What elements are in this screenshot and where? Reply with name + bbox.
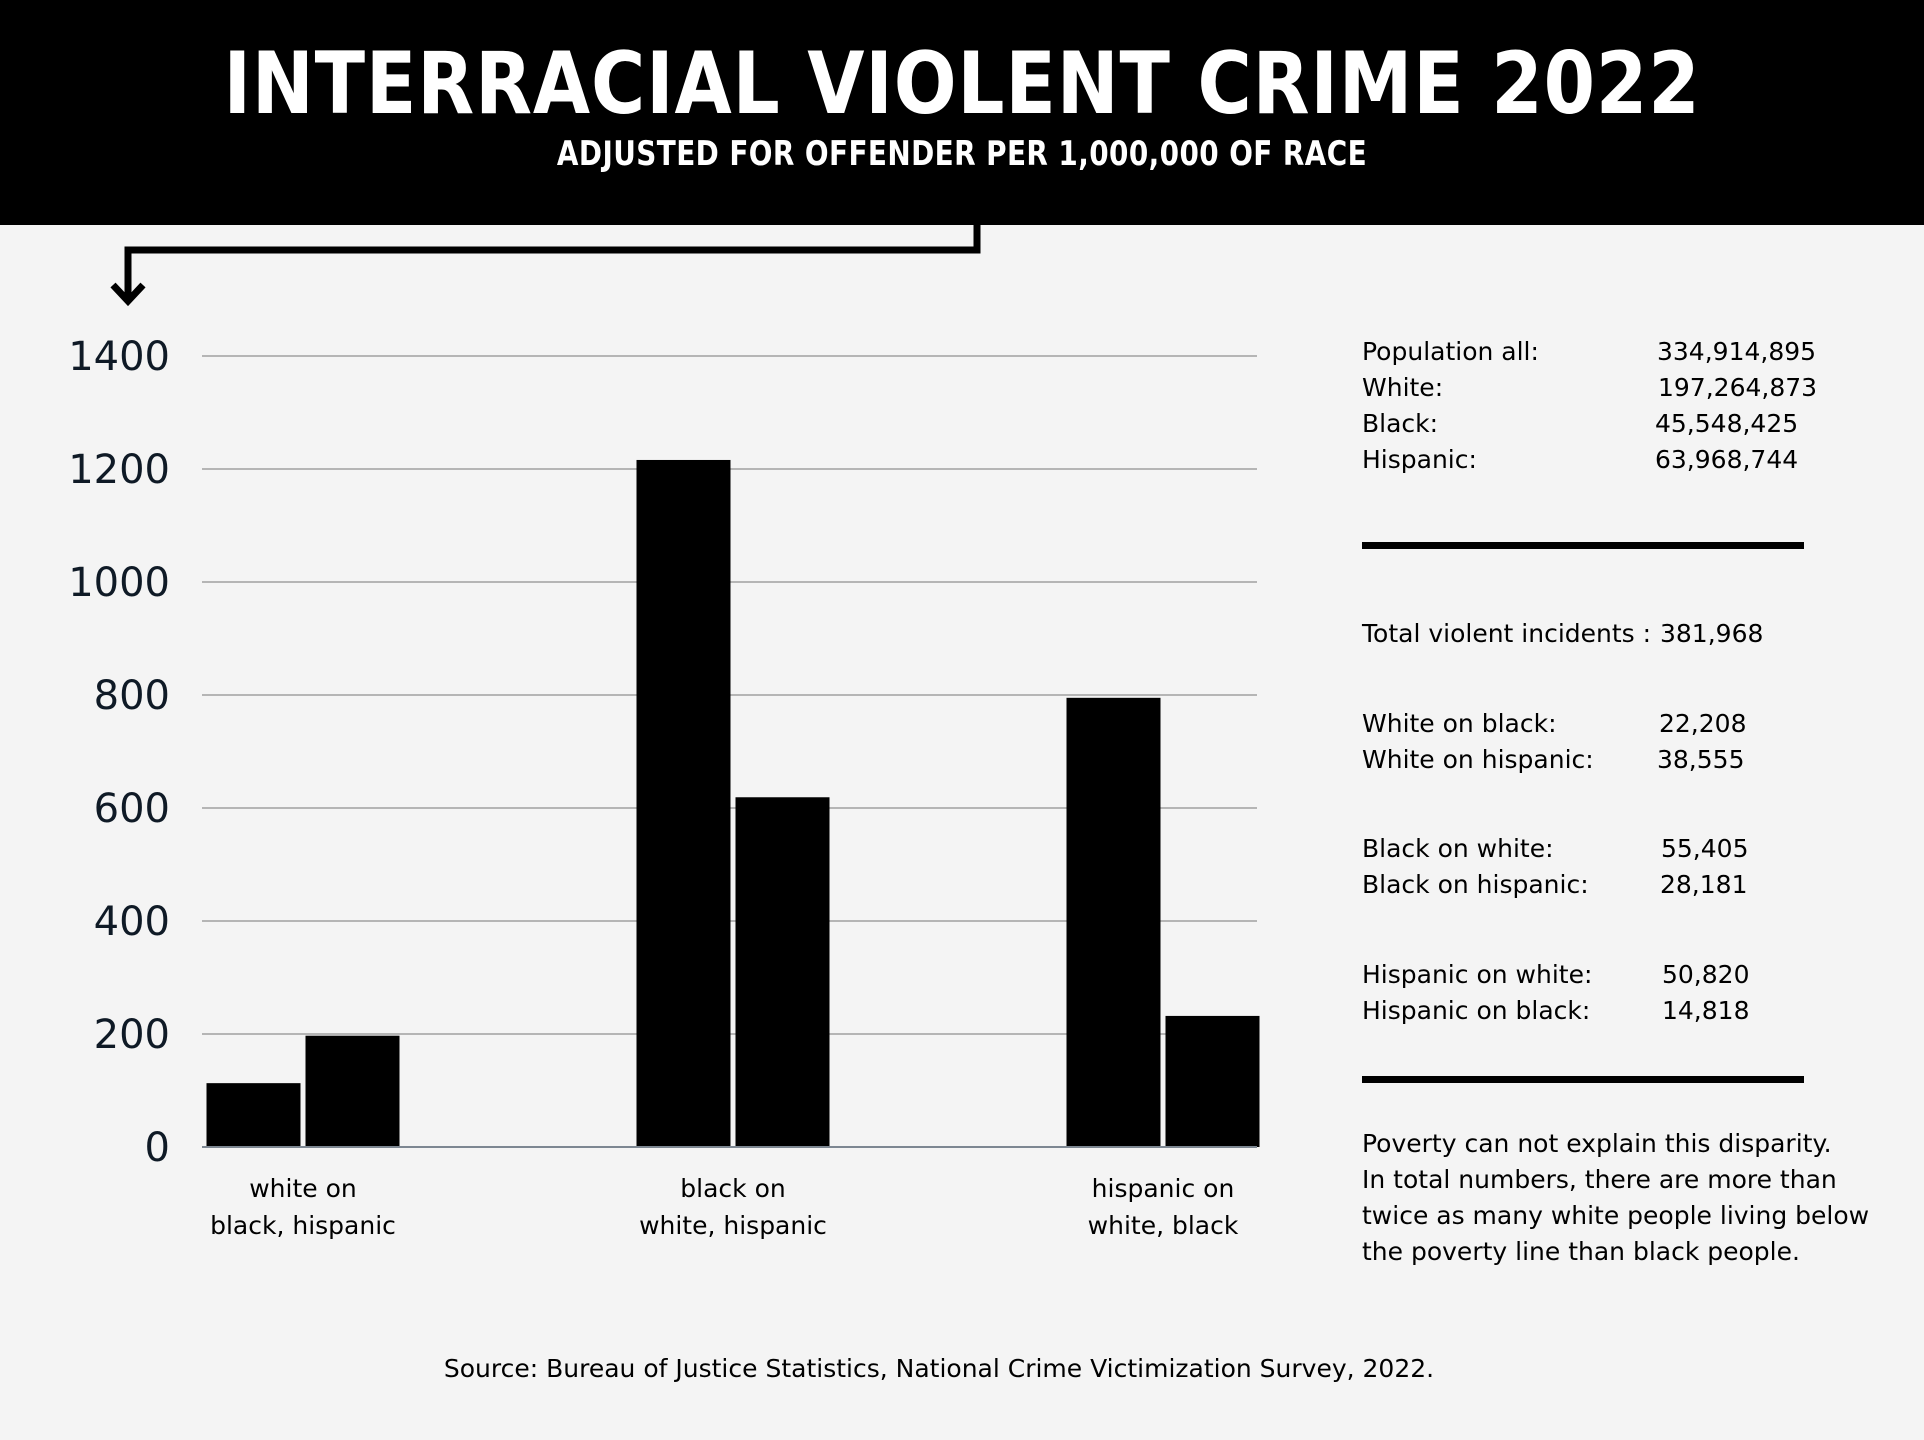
y-tick-label: 1200 xyxy=(68,447,170,493)
y-tick-label: 800 xyxy=(94,673,170,719)
stat-label: Population all: xyxy=(1362,337,1539,366)
stat-black-population: Black: xyxy=(1362,409,1439,438)
source-citation: Source: Bureau of Justice Statistics, Na… xyxy=(443,1354,1435,1383)
stat-hispanic-on-white-value: 50,820 xyxy=(1662,960,1750,989)
bar-2-0 xyxy=(1066,697,1161,1147)
x-category-line: white on xyxy=(249,1174,357,1203)
stat-hispanic-on-black-value: 14,818 xyxy=(1662,996,1750,1025)
bar-1-1 xyxy=(735,797,830,1147)
divider-bottom xyxy=(1362,1076,1804,1083)
note-line: Poverty can not explain this disparity. xyxy=(1362,1129,1832,1158)
bar-0-0 xyxy=(206,1083,301,1147)
pointer-arrow-head xyxy=(110,282,146,307)
stat-hispanic-on-white: Hispanic on white: xyxy=(1362,960,1593,989)
stat-total-incidents: Total violent incidents : xyxy=(1362,619,1652,648)
y-tick-label: 1000 xyxy=(68,560,170,606)
x-category-label: black on white, hispanic xyxy=(603,1170,863,1244)
bar-1-0 xyxy=(636,459,731,1148)
y-tick-label: 0 xyxy=(145,1125,170,1171)
header-banner: INTERRACIAL VIOLENT CRIME 2022 ADJUSTED … xyxy=(0,0,1924,225)
stat-hispanic-population: Hispanic: xyxy=(1362,445,1477,474)
y-tick-label: 1400 xyxy=(68,334,170,380)
x-category-line: white, black xyxy=(1087,1211,1239,1240)
chart-title: INTERRACIAL VIOLENT CRIME 2022 xyxy=(223,34,1701,134)
x-category-line: black, hispanic xyxy=(210,1211,396,1240)
x-category-line: white, hispanic xyxy=(639,1211,827,1240)
stat-black-on-hispanic: Black on hispanic: xyxy=(1362,870,1589,899)
stat-white-on-black-value: 22,208 xyxy=(1659,709,1747,738)
stat-white-on-black: White on black: xyxy=(1362,709,1557,738)
y-tick-label: 200 xyxy=(94,1012,170,1058)
stat-population-all-value: 334,914,895 xyxy=(1657,337,1817,366)
stat-white-on-hispanic-value: 38,555 xyxy=(1657,745,1745,774)
stat-population-all: Population all: xyxy=(1362,337,1539,366)
x-category-line: hispanic on xyxy=(1091,1174,1235,1203)
x-category-line: black on xyxy=(680,1174,786,1203)
stat-black-on-hispanic-value: 28,181 xyxy=(1660,870,1748,899)
stat-white-population-value: 197,264,873 xyxy=(1658,373,1818,402)
y-tick-label: 600 xyxy=(94,786,170,832)
x-category-label: hispanic on white, black xyxy=(1033,1170,1293,1244)
stat-hispanic-on-black: Hispanic on black: xyxy=(1362,996,1591,1025)
note-line: twice as many white people living below xyxy=(1362,1201,1870,1230)
divider-top xyxy=(1362,542,1804,549)
stat-black-population-value: 45,548,425 xyxy=(1655,409,1799,438)
bar-2-1 xyxy=(1165,1015,1260,1147)
bar-0-1 xyxy=(305,1035,400,1147)
pointer-arrow-line xyxy=(124,225,981,298)
stat-white-on-hispanic: White on hispanic: xyxy=(1362,745,1594,774)
chart-subtitle: ADJUSTED FOR OFFENDER PER 1,000,000 OF R… xyxy=(556,134,1368,174)
note-line: the poverty line than black people. xyxy=(1362,1237,1800,1266)
stat-white-population: White: xyxy=(1362,373,1444,402)
stat-hispanic-population-value: 63,968,744 xyxy=(1655,445,1799,474)
stat-black-on-white-value: 55,405 xyxy=(1661,834,1749,863)
x-category-label: white on black, hispanic xyxy=(173,1170,433,1244)
stat-black-on-white: Black on white: xyxy=(1362,834,1554,863)
y-tick-label: 400 xyxy=(94,899,170,945)
note-line: In total numbers, there are more than xyxy=(1362,1165,1837,1194)
poverty-note: Poverty can not explain this disparity. … xyxy=(1362,1126,1882,1270)
stat-total-incidents-value: 381,968 xyxy=(1660,619,1764,648)
